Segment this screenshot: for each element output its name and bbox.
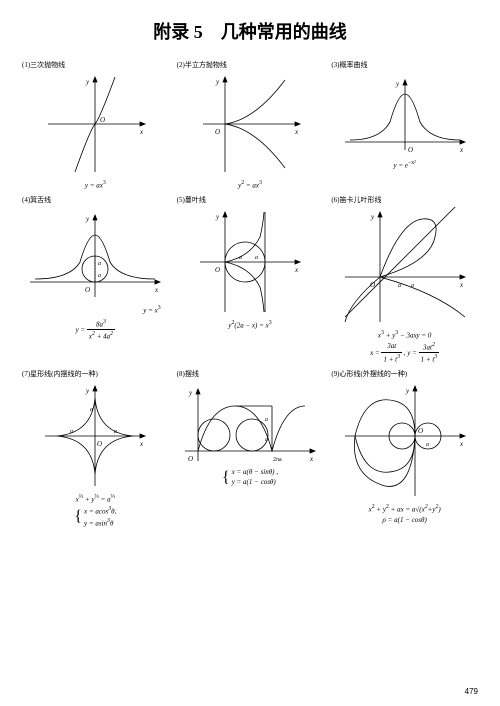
plot-gaussian: O x y: [331, 72, 478, 157]
plot-cardioid: O a x y: [331, 381, 478, 501]
curves-grid: (1)三次抛物线 O x y y = ax3 (2)半立方抛物线: [22, 60, 478, 529]
formula-2: y2 = ax3: [177, 179, 324, 191]
svg-text:a: a: [98, 273, 101, 279]
svg-text:a: a: [70, 429, 73, 435]
formula-9: x2 + y2 + ax = a√(x2+y2)ρ = a(1 − cosθ): [331, 503, 478, 525]
panel-cardioid: (9)心形线(外摆线的一种) O a x y x2 + y2 + ax = a√…: [331, 369, 478, 529]
panel-astroid: (7)星形线(内摆线的一种) O a a a x y x⅔ + y⅔ = a⅔{…: [22, 369, 169, 529]
svg-text:y: y: [85, 387, 90, 395]
svg-text:a: a: [426, 442, 429, 448]
label-4: (4)箕舌线: [22, 195, 51, 205]
panel-gaussian: (3)概率曲线 O x y y = e−x²: [331, 60, 478, 191]
svg-text:x: x: [459, 281, 464, 289]
svg-text:y: y: [215, 78, 220, 86]
svg-text:O: O: [408, 146, 413, 154]
panel-cycloid: (8)摆线 O a a 2πa x y {x = a(θ: [177, 369, 324, 529]
svg-text:O: O: [100, 116, 105, 124]
formula-8: {x = a(θ − sinθ) ,y = a(1 − cosθ): [177, 468, 324, 488]
svg-text:x: x: [459, 146, 464, 154]
svg-text:a: a: [265, 417, 268, 423]
svg-text:a: a: [255, 255, 258, 261]
panel-semicubic: (2)半立方抛物线 O x y y2 = ax3: [177, 60, 324, 191]
svg-text:O: O: [85, 286, 90, 294]
plot-semicubic: O x y: [177, 72, 324, 177]
plot-astroid: O a a a x y: [22, 381, 169, 491]
formula-5: y2(2a − x) = x3: [177, 319, 324, 331]
formula-6: x3 + y3 − 3axy = 0x = 3at1 + t3 , y = 3a…: [331, 329, 478, 365]
svg-text:a: a: [398, 283, 401, 289]
svg-text:2πa: 2πa: [273, 457, 282, 463]
plot-witch: a a O x y: [22, 207, 169, 302]
svg-text:y: y: [85, 78, 90, 86]
svg-text:O: O: [97, 440, 102, 448]
label-2: (2)半立方抛物线: [177, 60, 227, 70]
svg-text:O: O: [418, 427, 423, 435]
svg-text:y: y: [215, 213, 220, 221]
label-3: (3)概率曲线: [331, 60, 367, 70]
label-5: (5)蔓叶线: [177, 195, 206, 205]
svg-text:y: y: [188, 389, 193, 397]
svg-text:a: a: [411, 283, 414, 289]
page-title: 附录 5 几种常用的曲线: [22, 18, 478, 44]
plot-folium: O a a x y: [331, 207, 478, 327]
label-6: (6)笛卡儿叶形线: [331, 195, 381, 205]
plot-cissoid: O a a x y: [177, 207, 324, 317]
svg-text:y: y: [405, 387, 410, 395]
svg-text:x: x: [309, 455, 314, 463]
svg-text:a: a: [114, 429, 117, 435]
formula-4: y = 8a3x2 + 4a2: [22, 318, 169, 343]
formula-7: x⅔ + y⅔ = a⅔{x = acos3θ,y = asin3θ: [22, 493, 169, 529]
svg-text:y: y: [370, 213, 375, 221]
page-number: 479: [465, 687, 478, 696]
svg-text:y: y: [85, 215, 90, 223]
formula-4-extra: y = x3: [22, 304, 169, 316]
svg-text:x: x: [139, 440, 144, 448]
svg-text:y: y: [395, 80, 400, 88]
svg-text:x: x: [459, 440, 464, 448]
plot-cubic: O x y: [22, 72, 169, 177]
formula-3: y = e−x²: [331, 159, 478, 171]
svg-text:a: a: [98, 261, 101, 267]
svg-text:O: O: [370, 281, 375, 289]
label-8: (8)摆线: [177, 369, 199, 379]
formula-1: y = ax3: [22, 179, 169, 191]
svg-text:a: a: [239, 255, 242, 261]
label-7: (7)星形线(内摆线的一种): [22, 369, 98, 379]
svg-text:x: x: [139, 128, 144, 136]
svg-text:O: O: [188, 455, 193, 463]
label-9: (9)心形线(外摆线的一种): [331, 369, 407, 379]
panel-cissoid: (5)蔓叶线 O a a x y y2(2a − x) = x3: [177, 195, 324, 365]
svg-text:x: x: [154, 286, 159, 294]
panel-cubic: (1)三次抛物线 O x y y = ax3: [22, 60, 169, 191]
svg-text:x: x: [294, 128, 299, 136]
svg-text:O: O: [215, 266, 220, 274]
svg-text:x: x: [294, 266, 299, 274]
svg-text:a: a: [90, 407, 93, 413]
plot-cycloid: O a a 2πa x y: [177, 381, 324, 466]
svg-text:O: O: [215, 128, 220, 136]
svg-text:a: a: [265, 437, 268, 443]
panel-witch: (4)箕舌线 a a O x y y = x3 y = 8a3x2 + 4a2: [22, 195, 169, 365]
label-1: (1)三次抛物线: [22, 60, 65, 70]
panel-folium: (6)笛卡儿叶形线 O a a x y x3 + y3 − 3axy = 0x …: [331, 195, 478, 365]
